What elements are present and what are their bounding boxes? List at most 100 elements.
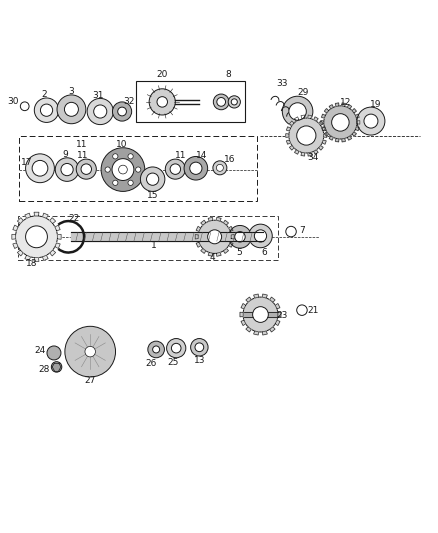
Polygon shape xyxy=(55,243,60,248)
Circle shape xyxy=(61,164,73,176)
Circle shape xyxy=(213,94,229,110)
Circle shape xyxy=(51,362,62,372)
Circle shape xyxy=(297,305,307,316)
Polygon shape xyxy=(13,225,18,231)
Circle shape xyxy=(136,167,141,172)
Polygon shape xyxy=(290,121,294,125)
Polygon shape xyxy=(329,136,333,140)
Polygon shape xyxy=(223,248,229,253)
Circle shape xyxy=(34,98,59,123)
Circle shape xyxy=(147,173,159,185)
Text: 13: 13 xyxy=(194,356,205,365)
Text: 17: 17 xyxy=(21,158,33,167)
Circle shape xyxy=(191,338,208,356)
Text: 4: 4 xyxy=(210,253,215,262)
Text: 14: 14 xyxy=(196,151,207,160)
Bar xyxy=(19,135,257,201)
Polygon shape xyxy=(286,134,289,138)
Text: 5: 5 xyxy=(236,248,242,257)
Circle shape xyxy=(112,159,134,181)
Polygon shape xyxy=(278,312,281,317)
Polygon shape xyxy=(216,217,221,221)
Polygon shape xyxy=(195,235,198,239)
Text: 28: 28 xyxy=(39,366,50,375)
Circle shape xyxy=(283,96,313,127)
Circle shape xyxy=(231,99,237,105)
Circle shape xyxy=(289,103,306,120)
Polygon shape xyxy=(342,103,346,107)
Circle shape xyxy=(332,114,349,131)
Circle shape xyxy=(297,126,316,145)
Polygon shape xyxy=(57,235,61,239)
Polygon shape xyxy=(301,152,305,156)
Polygon shape xyxy=(196,243,201,247)
Polygon shape xyxy=(290,146,294,150)
Polygon shape xyxy=(55,225,60,231)
Polygon shape xyxy=(347,136,352,140)
Text: 31: 31 xyxy=(92,91,103,100)
Polygon shape xyxy=(34,212,39,216)
Polygon shape xyxy=(357,120,360,124)
Text: 30: 30 xyxy=(7,97,19,106)
Polygon shape xyxy=(241,320,246,326)
Polygon shape xyxy=(324,134,327,138)
Polygon shape xyxy=(275,304,280,309)
Polygon shape xyxy=(241,304,246,309)
Circle shape xyxy=(118,107,127,116)
Polygon shape xyxy=(294,117,299,121)
Polygon shape xyxy=(355,127,359,131)
Polygon shape xyxy=(336,139,339,142)
Polygon shape xyxy=(286,127,290,131)
Polygon shape xyxy=(301,115,305,119)
Circle shape xyxy=(243,297,278,332)
Polygon shape xyxy=(34,257,39,261)
Polygon shape xyxy=(321,120,324,124)
Circle shape xyxy=(157,96,167,107)
Circle shape xyxy=(357,107,385,135)
Text: 21: 21 xyxy=(307,305,319,314)
Circle shape xyxy=(286,227,296,237)
Polygon shape xyxy=(201,220,206,225)
Polygon shape xyxy=(325,132,328,136)
Polygon shape xyxy=(223,220,229,225)
Polygon shape xyxy=(355,114,359,118)
Polygon shape xyxy=(321,127,325,131)
Text: 27: 27 xyxy=(85,376,96,385)
Circle shape xyxy=(141,167,165,191)
Bar xyxy=(18,216,278,260)
Circle shape xyxy=(128,154,133,159)
Text: 2: 2 xyxy=(42,91,47,100)
Polygon shape xyxy=(294,150,299,154)
Circle shape xyxy=(190,162,202,174)
Circle shape xyxy=(171,343,181,353)
Circle shape xyxy=(213,161,227,175)
Polygon shape xyxy=(319,121,323,125)
Circle shape xyxy=(15,216,57,258)
Polygon shape xyxy=(216,253,221,256)
Circle shape xyxy=(94,105,107,118)
Polygon shape xyxy=(12,235,16,239)
Circle shape xyxy=(81,164,92,174)
Polygon shape xyxy=(275,320,280,326)
Text: 1: 1 xyxy=(151,241,156,250)
Polygon shape xyxy=(262,294,267,298)
Polygon shape xyxy=(319,146,323,150)
Text: 19: 19 xyxy=(371,100,382,109)
Text: 11: 11 xyxy=(77,151,88,160)
Circle shape xyxy=(289,118,324,153)
Circle shape xyxy=(55,158,79,181)
Text: 29: 29 xyxy=(297,88,308,97)
Polygon shape xyxy=(262,331,267,335)
Circle shape xyxy=(105,167,110,172)
Circle shape xyxy=(101,148,145,191)
Polygon shape xyxy=(321,114,325,118)
Circle shape xyxy=(47,346,61,360)
Text: 10: 10 xyxy=(117,140,128,149)
Circle shape xyxy=(113,102,132,121)
Polygon shape xyxy=(286,140,290,144)
Polygon shape xyxy=(208,217,213,221)
Polygon shape xyxy=(325,109,328,113)
Text: 24: 24 xyxy=(34,346,46,355)
Text: 12: 12 xyxy=(340,98,351,107)
Polygon shape xyxy=(50,250,56,256)
